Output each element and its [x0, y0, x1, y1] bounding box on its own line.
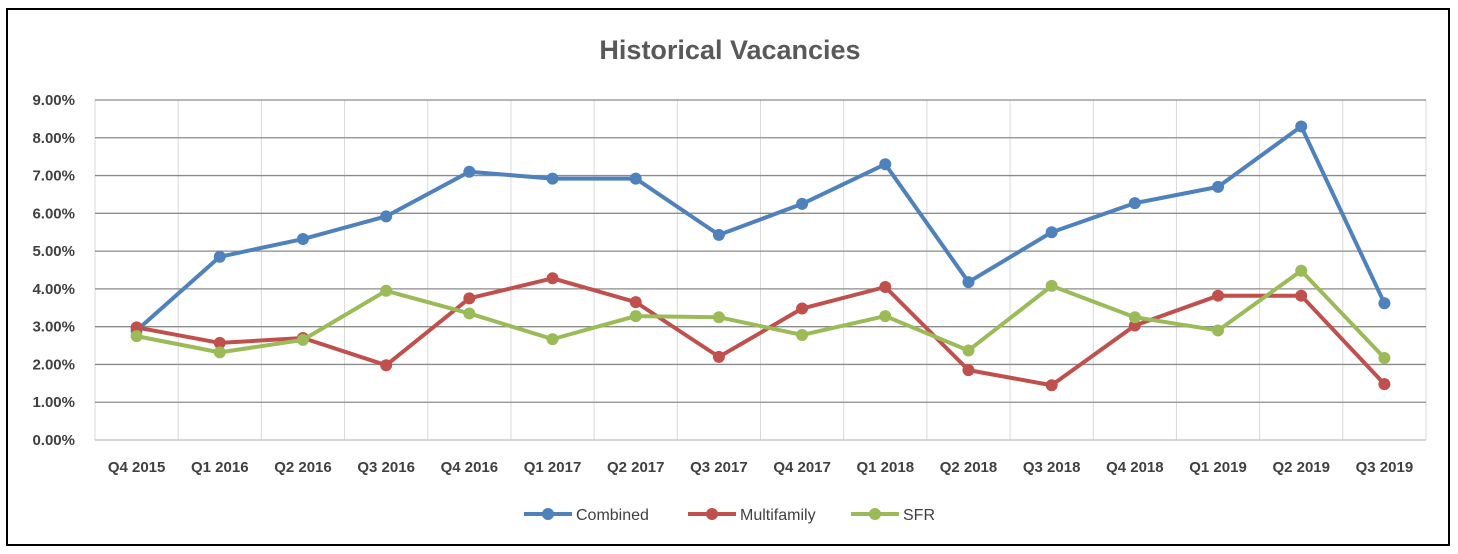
data-point — [1378, 352, 1391, 365]
x-tick-label: Q4 2016 — [441, 459, 499, 476]
series-line — [135, 124, 1387, 332]
x-tick-label: Q4 2017 — [773, 459, 831, 476]
x-tick-label: Q3 2018 — [1023, 459, 1081, 476]
data-point — [213, 336, 226, 349]
data-point — [1128, 197, 1141, 210]
data-point — [1378, 297, 1391, 310]
data-point — [463, 165, 476, 178]
data-point — [1378, 378, 1391, 391]
data-point — [1045, 226, 1058, 239]
grid-lines — [94, 99, 1427, 441]
legend-marker — [706, 508, 718, 520]
y-tick-label: 3.00% — [32, 319, 75, 336]
data-point — [1212, 180, 1225, 193]
y-tick-label: 9.00% — [32, 92, 75, 109]
data-point — [380, 359, 393, 372]
x-tick-label: Q2 2019 — [1272, 459, 1330, 476]
legend-item-sfr: SFR — [851, 507, 935, 524]
data-point — [796, 328, 809, 341]
x-tick-label: Q1 2016 — [191, 459, 249, 476]
legend-label: SFR — [903, 507, 935, 524]
data-point — [463, 307, 476, 320]
x-tick-label: Q1 2018 — [857, 459, 915, 476]
data-point — [1045, 379, 1058, 392]
y-tick-label: 6.00% — [32, 205, 75, 222]
y-tick-label: 7.00% — [32, 168, 75, 185]
legend-label: Combined — [576, 507, 649, 524]
y-tick-label: 4.00% — [32, 281, 75, 298]
y-tick-label: 5.00% — [32, 243, 75, 260]
data-point — [879, 281, 892, 293]
x-tick-label: Q1 2019 — [1189, 459, 1247, 476]
x-tick-label: Q1 2017 — [524, 459, 582, 476]
legend: Combined Multifamily SFR — [524, 507, 935, 524]
data-point — [712, 228, 725, 241]
series-sfr — [130, 264, 1391, 365]
x-tick-label: Q4 2015 — [108, 459, 166, 476]
data-point — [130, 321, 143, 334]
data-point — [1128, 319, 1141, 332]
data-point — [1295, 264, 1308, 277]
data-point — [712, 311, 725, 324]
data-point — [962, 364, 975, 377]
data-point — [1212, 289, 1225, 302]
data-point — [546, 272, 559, 285]
data-point — [629, 296, 642, 309]
chart-frame — [6, 8, 1450, 546]
series-line — [136, 268, 1386, 360]
data-point — [1212, 324, 1225, 337]
x-tick-label: Q3 2017 — [690, 459, 748, 476]
series-multifamily — [130, 272, 1391, 392]
data-point — [296, 333, 309, 346]
series-combined — [130, 120, 1391, 337]
x-axis: Q4 2015 Q1 2016 Q2 2016 Q3 2016 Q4 2016 Q1 20… — [108, 459, 1413, 476]
y-tick-label: 8.00% — [32, 130, 75, 147]
x-tick-label: Q2 2017 — [607, 459, 665, 476]
legend-item-multifamily: Multifamily — [688, 507, 816, 524]
y-axis: 0.00% 1.00% 2.00% 3.00% 4.00% 5.00% 6.00% 7.00%… — [32, 92, 75, 449]
data-point — [796, 197, 809, 210]
data-point — [380, 210, 393, 223]
x-tick-label: Q2 2016 — [274, 459, 332, 476]
data-point — [629, 172, 642, 185]
x-tick-label: Q2 2018 — [940, 459, 998, 476]
data-point — [213, 346, 226, 359]
data-point — [712, 350, 725, 363]
data-point — [1045, 279, 1058, 292]
data-point — [962, 344, 975, 357]
x-tick-label: Q4 2018 — [1106, 459, 1164, 476]
series-line — [136, 276, 1386, 388]
data-point — [546, 172, 559, 185]
data-point — [879, 310, 892, 323]
data-point — [1295, 120, 1308, 133]
legend-marker — [869, 508, 881, 520]
series-group — [130, 120, 1391, 392]
data-point — [380, 284, 393, 297]
data-point — [962, 276, 975, 289]
y-tick-label: 2.00% — [32, 356, 75, 373]
data-point — [879, 158, 892, 171]
data-point — [546, 333, 559, 346]
data-point — [296, 233, 309, 246]
data-point — [1295, 289, 1308, 302]
data-point — [463, 292, 476, 305]
data-point — [629, 310, 642, 323]
y-tick-label: 0.00% — [32, 432, 75, 449]
data-point — [796, 302, 809, 315]
chart-title: Historical Vacancies — [599, 35, 860, 65]
x-tick-label: Q3 2016 — [357, 459, 415, 476]
legend-marker — [542, 508, 554, 520]
y-tick-label: 1.00% — [32, 394, 75, 411]
data-point — [1128, 311, 1141, 324]
x-tick-label: Q3 2019 — [1356, 459, 1414, 476]
legend-item-combined: Combined — [524, 507, 649, 524]
data-point — [130, 330, 143, 343]
data-point — [213, 250, 226, 263]
legend-label: Multifamily — [740, 507, 816, 524]
